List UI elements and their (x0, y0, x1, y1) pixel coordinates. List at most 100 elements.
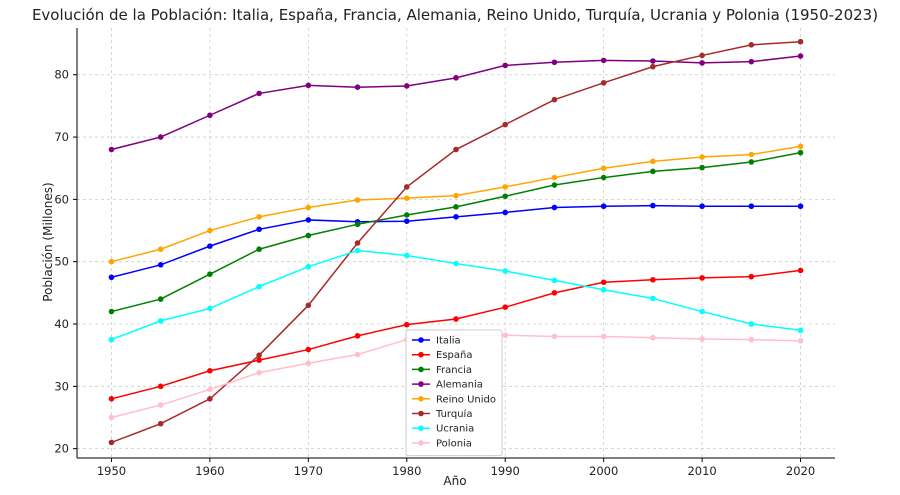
legend-box (405, 329, 503, 457)
legend-label: Turquía (435, 408, 472, 420)
data-point (797, 327, 804, 334)
data-point (157, 383, 164, 390)
legend-label: Francia (436, 365, 472, 376)
y-tick-label: 70 (54, 130, 69, 144)
data-point (551, 59, 558, 66)
data-point (600, 279, 607, 286)
data-point (699, 154, 705, 160)
data-point (600, 174, 607, 181)
legend: Italia España Francia Alemania Reino Unido Tu… (405, 329, 503, 457)
data-point (502, 193, 509, 200)
data-point (108, 274, 115, 281)
x-tick-label: 1980 (392, 464, 421, 478)
data-point (108, 258, 115, 265)
data-point (305, 217, 312, 223)
data-point (650, 168, 656, 175)
data-point (305, 360, 312, 367)
grid-lines (77, 28, 835, 458)
data-point (650, 276, 656, 283)
data-point (797, 143, 804, 150)
x-tick-label: 1960 (195, 464, 224, 478)
data-point (699, 60, 705, 66)
data-point (699, 52, 705, 59)
series-lines (108, 38, 804, 446)
y-tick-label: 80 (54, 68, 69, 82)
legend-swatch-marker (418, 366, 424, 373)
data-point (305, 232, 312, 239)
series-line-2 (111, 151, 801, 313)
data-point (650, 63, 656, 70)
data-point (650, 158, 656, 165)
data-point (453, 214, 459, 220)
data-point (748, 151, 755, 158)
data-point (157, 246, 164, 253)
data-point (157, 420, 164, 427)
data-point (354, 221, 361, 228)
x-tick-label: 1970 (294, 464, 323, 478)
x-tick-label: 1950 (97, 464, 126, 478)
legend-swatch-marker (418, 425, 424, 432)
data-point (748, 321, 755, 327)
data-point (354, 247, 361, 254)
data-point (256, 246, 262, 253)
data-point (207, 112, 213, 119)
data-point (157, 296, 164, 302)
data-point (157, 134, 164, 140)
data-point (305, 263, 312, 270)
data-point (453, 204, 459, 210)
data-point (551, 333, 558, 340)
data-point (502, 121, 509, 128)
legend-swatch-marker (418, 410, 424, 417)
data-point (256, 90, 262, 97)
legend-label: Italia (436, 336, 461, 347)
data-point (502, 304, 509, 310)
data-point (650, 295, 656, 302)
data-point (354, 240, 361, 246)
data-point (354, 197, 361, 203)
data-point (797, 338, 804, 344)
legend-swatch-marker (418, 337, 424, 343)
data-point (748, 336, 755, 343)
data-point (207, 395, 213, 402)
data-point (108, 146, 115, 153)
data-point (256, 369, 262, 376)
data-point (699, 275, 705, 281)
data-point (551, 174, 558, 181)
data-point (256, 352, 262, 358)
data-point (305, 82, 312, 89)
legend-label: Alemania (436, 380, 483, 391)
data-point (748, 159, 755, 165)
data-point (797, 267, 804, 274)
data-point (453, 192, 459, 199)
data-point (650, 334, 656, 341)
data-point (403, 83, 410, 89)
data-point (699, 336, 705, 342)
y-tick-label: 40 (54, 317, 69, 331)
data-point (256, 283, 262, 290)
data-point (600, 80, 607, 86)
data-point (600, 333, 607, 340)
data-point (699, 203, 705, 210)
data-point (108, 336, 115, 343)
data-point (502, 209, 509, 216)
data-point (354, 333, 361, 339)
data-point (305, 302, 312, 309)
data-point (453, 260, 459, 267)
x-tick-label: 1990 (491, 464, 520, 478)
data-point (207, 305, 213, 312)
data-point (600, 165, 607, 172)
y-tick-label: 50 (54, 255, 69, 269)
legend-label: Reino Unido (436, 394, 496, 405)
data-point (502, 268, 509, 274)
data-point (502, 62, 509, 69)
data-point (797, 149, 804, 156)
data-point (207, 271, 213, 277)
data-point (551, 277, 558, 284)
legend-label: Ucrania (436, 424, 474, 435)
data-point (797, 53, 804, 59)
data-point (748, 203, 755, 210)
data-point (207, 243, 213, 249)
x-tick-label: 2000 (589, 464, 618, 478)
data-point (650, 202, 656, 209)
